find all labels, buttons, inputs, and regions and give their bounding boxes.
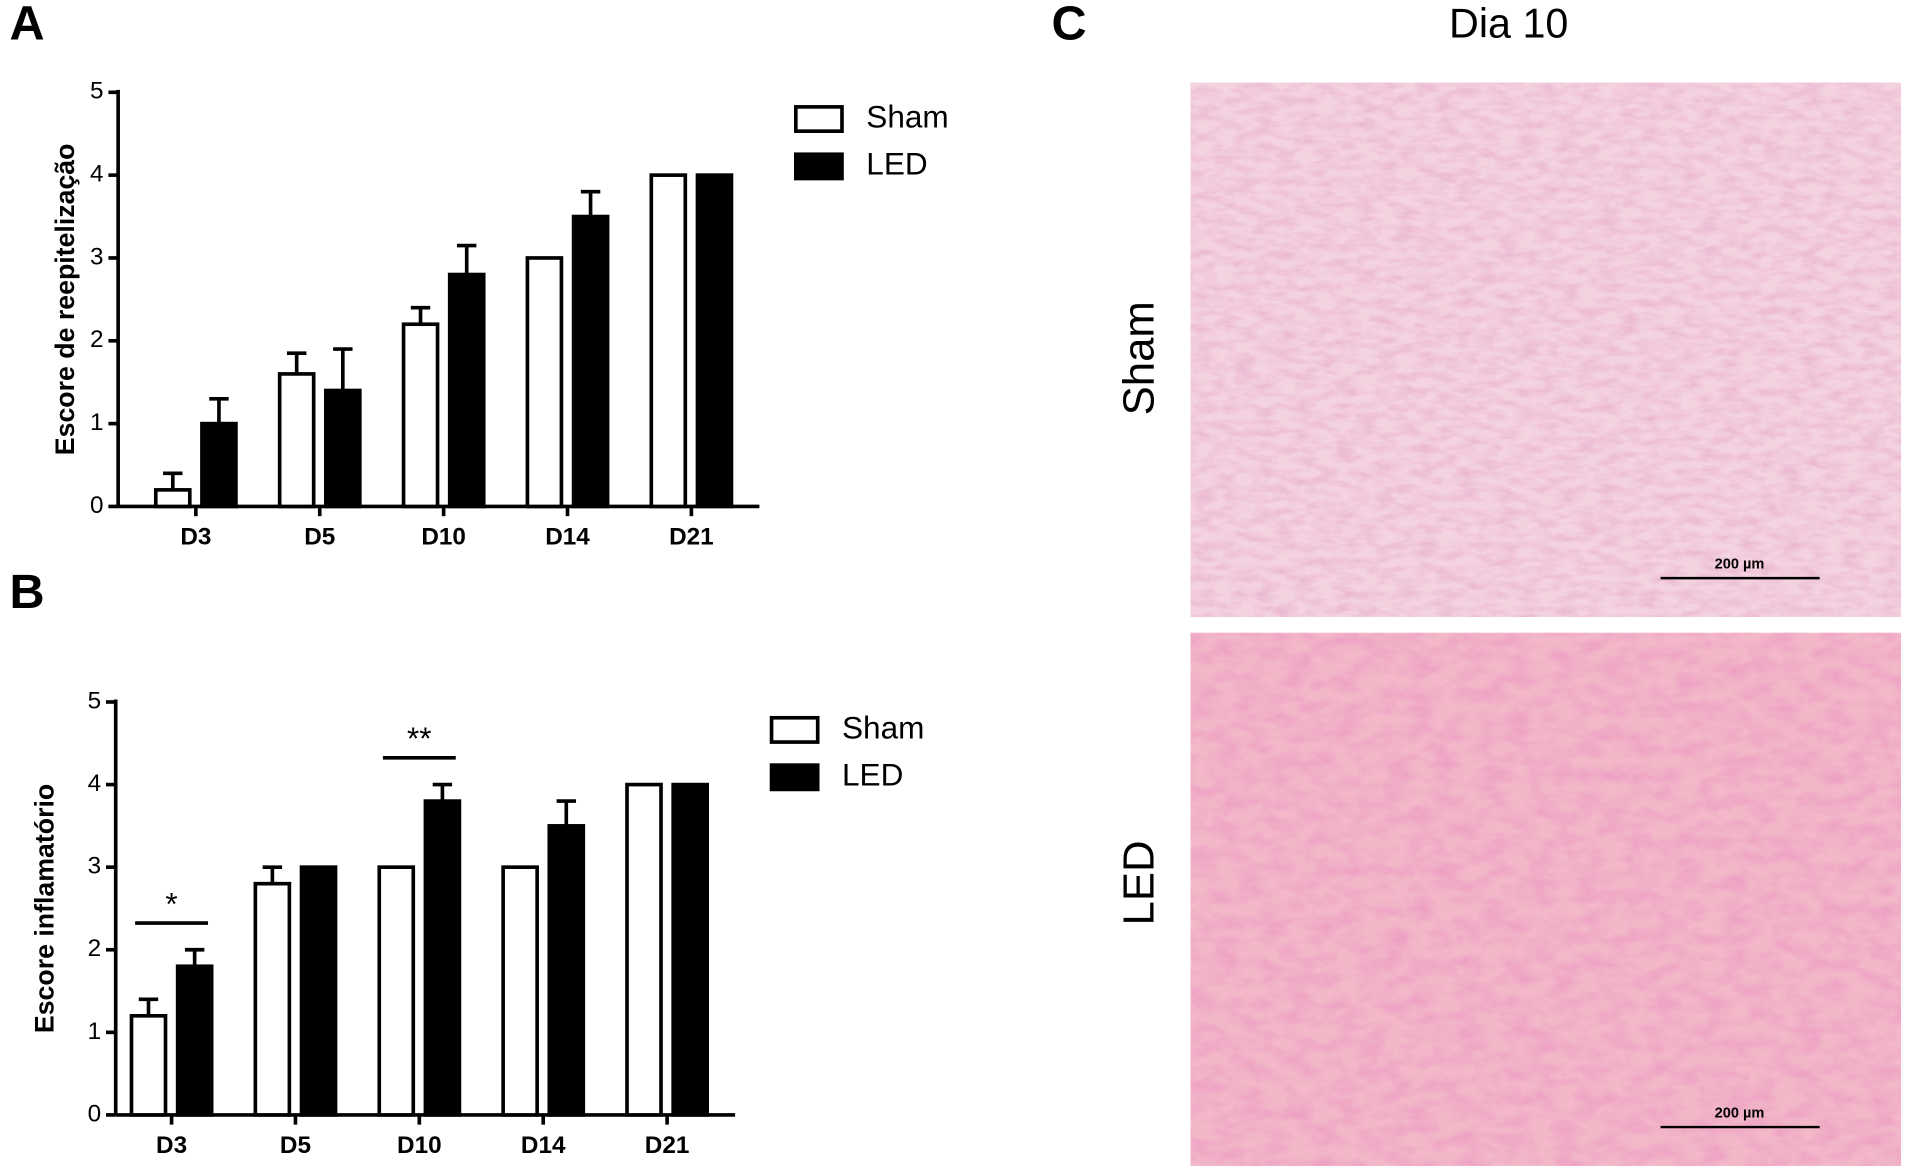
panel-label: B — [9, 565, 44, 619]
y-tick-label: 1 — [88, 1018, 102, 1045]
y-tick-label: 5 — [90, 78, 104, 105]
x-tick-label: D21 — [669, 523, 714, 550]
micrograph-texture — [1190, 632, 1902, 1166]
legend-swatch — [794, 152, 844, 181]
y-tick-label: 3 — [90, 243, 104, 270]
bar — [175, 964, 214, 1117]
y-tick-label: 4 — [88, 770, 102, 797]
legend-label: LED — [866, 146, 927, 182]
x-tick-label: D21 — [645, 1132, 690, 1159]
row-label: Sham — [1115, 301, 1164, 415]
legend-label: Sham — [866, 98, 948, 134]
bar — [200, 421, 238, 509]
bar — [649, 173, 688, 509]
legend-swatch — [769, 763, 820, 792]
x-tick-label: D5 — [304, 523, 335, 550]
legend-swatch — [794, 105, 844, 133]
bar — [571, 214, 610, 509]
row-label: LED — [1115, 840, 1164, 925]
y-tick-label: 3 — [88, 853, 102, 880]
bar — [423, 799, 462, 1117]
scale-bar-label: 200 µm — [1715, 557, 1765, 573]
x-tick-label: D5 — [280, 1132, 311, 1159]
legend-swatch — [769, 715, 820, 744]
significance-label: * — [165, 885, 177, 921]
y-tick-label: 4 — [90, 161, 104, 188]
bar — [401, 322, 440, 509]
bar — [153, 488, 192, 509]
bar — [253, 881, 292, 1117]
x-tick-label: D10 — [397, 1132, 442, 1159]
x-tick-label: D10 — [421, 523, 466, 550]
y-tick-label: 2 — [90, 326, 104, 353]
x-tick-label: D3 — [156, 1132, 187, 1159]
panel-label: A — [9, 0, 44, 51]
bar — [129, 1013, 168, 1117]
micrograph-title: Dia 10 — [1449, 1, 1568, 47]
bar — [323, 388, 362, 509]
y-tick-label: 1 — [90, 409, 104, 436]
bar — [671, 782, 709, 1117]
x-tick-label: D14 — [521, 1132, 566, 1159]
bar — [547, 824, 586, 1117]
bar — [695, 173, 734, 509]
x-tick-label: D14 — [545, 523, 590, 550]
bar — [501, 865, 539, 1117]
y-axis-label: Escore inflamatório — [30, 784, 60, 1033]
panel-label: C — [1052, 0, 1087, 51]
legend-label: LED — [842, 757, 903, 793]
micrograph-texture — [1190, 82, 1902, 617]
bar — [525, 256, 564, 509]
scale-bar-label: 200 µm — [1715, 1106, 1765, 1122]
y-axis-label: Escore de reepitelização — [50, 144, 80, 456]
bar — [277, 372, 316, 509]
bar — [447, 272, 486, 509]
bar — [625, 782, 663, 1117]
bar — [377, 865, 416, 1117]
y-tick-label: 0 — [88, 1100, 102, 1127]
y-tick-label: 0 — [90, 492, 104, 519]
significance-label: ** — [407, 720, 432, 756]
bar — [299, 865, 338, 1117]
y-tick-label: 2 — [88, 935, 102, 962]
x-tick-label: D3 — [180, 523, 211, 550]
y-tick-label: 5 — [88, 687, 102, 714]
legend-label: Sham — [842, 709, 924, 745]
